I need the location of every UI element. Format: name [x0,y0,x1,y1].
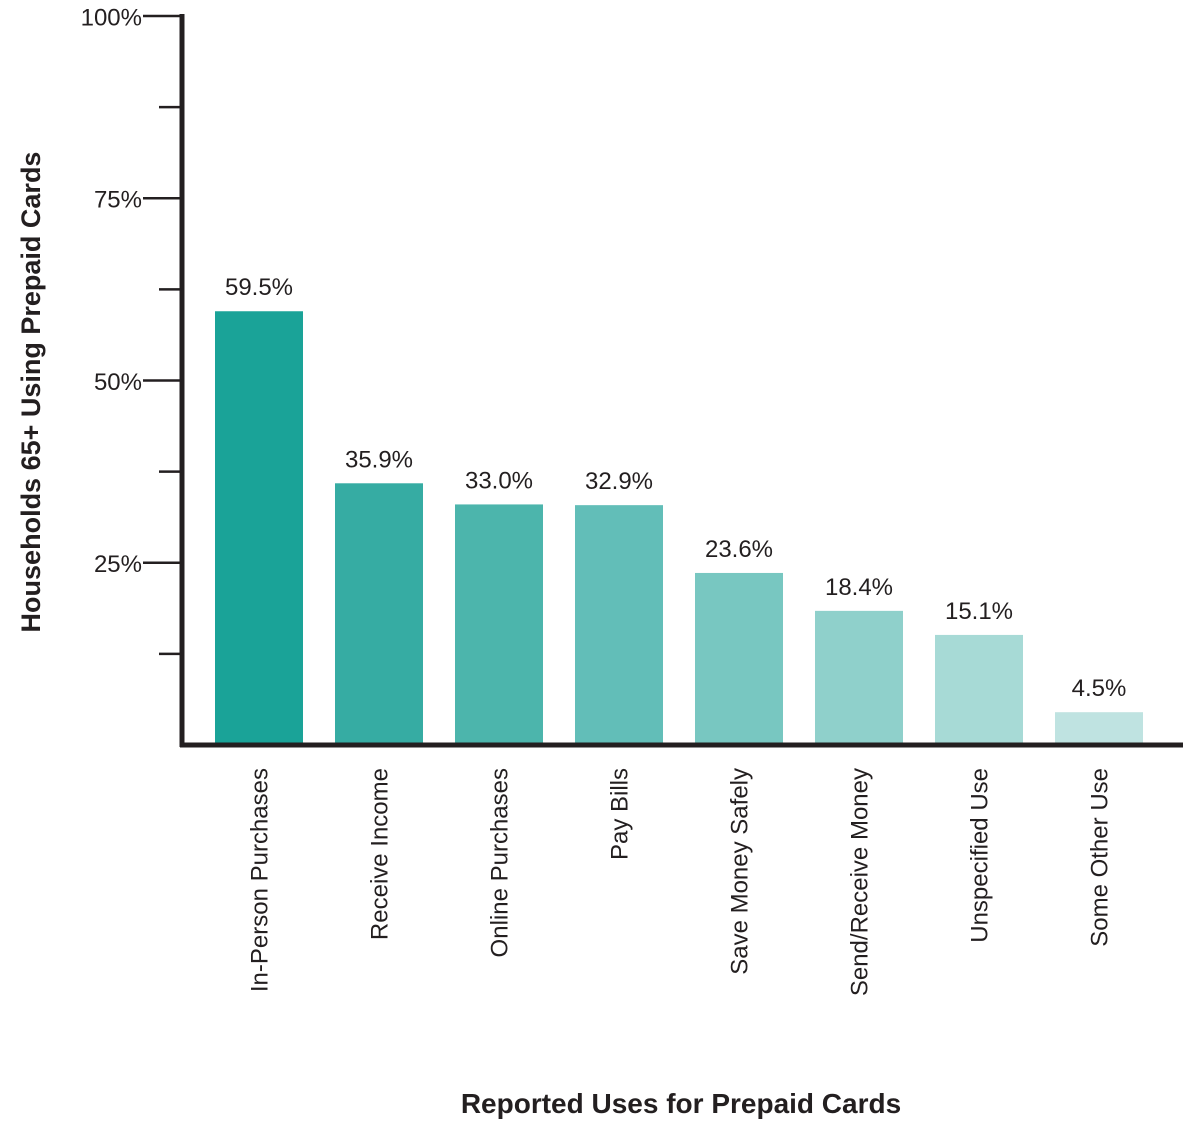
y-ticks-layer: 100% 75% 50% 25% [81,4,182,656]
data-label-1: 59.5% [225,274,293,301]
x-tick-labels-layer: In-Person Purchases Receive Income Online … [246,768,1113,996]
bar-8 [1055,712,1143,745]
x-tick-label-3: Online Purchases [486,768,513,957]
bars-layer [215,311,1143,745]
x-tick-label-8: Some Other Use [1086,768,1113,947]
y-axis-label: Households 65+ Using Prepaid Cards [16,152,46,633]
bar-2 [335,483,423,745]
x-tick-label-4: Pay Bills [606,768,633,860]
x-tick-label-6: Send/Receive Money [846,768,873,996]
bar-7 [935,634,1023,745]
data-label-7: 15.1% [945,598,1013,625]
data-label-8: 4.5% [1072,675,1127,702]
data-label-2: 35.9% [345,446,413,473]
bar-4 [575,505,663,745]
y-tick-label: 25% [94,551,142,578]
bar-3 [455,504,543,745]
data-label-5: 23.6% [705,536,773,563]
x-tick-label-2: Receive Income [366,768,393,940]
data-label-3: 33.0% [465,467,533,494]
y-tick-label: 50% [94,369,142,396]
x-tick-label-7: Unspecified Use [966,768,993,943]
bar-1 [215,311,303,745]
bar-5 [695,572,783,745]
bar-6 [815,610,903,745]
data-label-4: 32.9% [585,468,653,495]
y-tick-label: 75% [94,187,142,214]
x-tick-label-5: Save Money Safely [726,768,753,975]
data-label-6: 18.4% [825,574,893,601]
data-labels-layer: 59.5% 35.9% 33.0% 32.9% 23.6% 18.4% 15.1% 4.5% [225,274,1126,702]
axes-layer [179,14,1183,748]
x-tick-label-1: In-Person Purchases [246,768,273,992]
x-axis-label: Reported Uses for Prepaid Cards [461,1088,901,1119]
y-tick-label: 100% [81,4,142,31]
